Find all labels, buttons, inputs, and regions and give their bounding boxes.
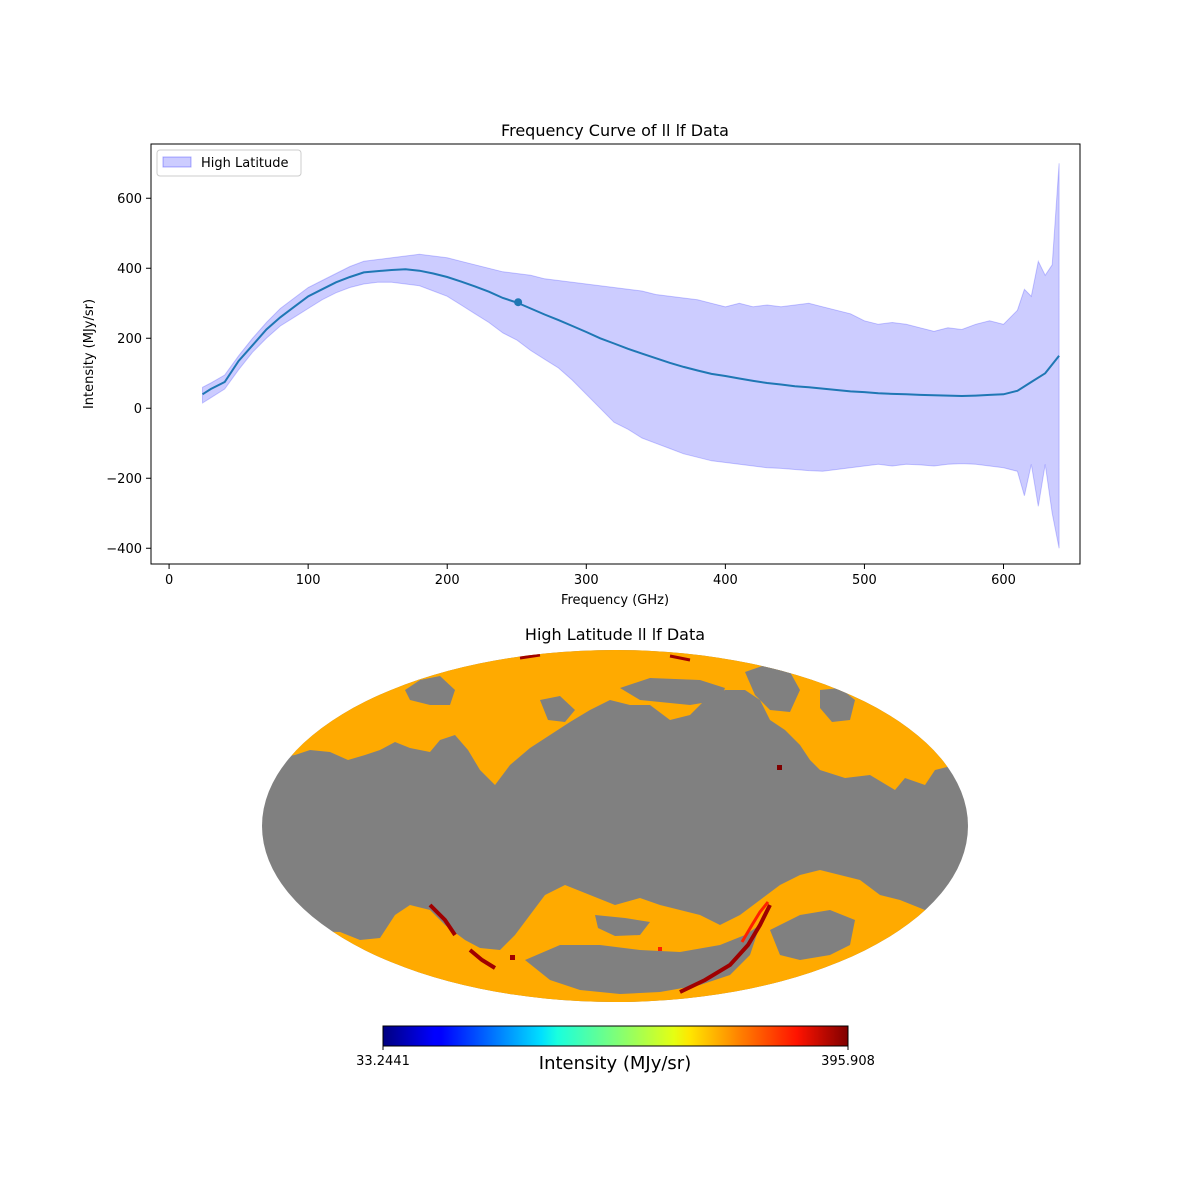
x-axis-label: Frequency (GHz) [561,593,669,608]
colorbar-min-label: 33.2441 [356,1054,410,1069]
legend-frame [156,149,302,177]
hot-spot-2 [510,955,515,960]
high-latitude-band [202,163,1060,549]
y-tick-label: 400 [117,262,142,277]
south-gap-2 [770,910,855,960]
north-gap-3 [745,665,800,712]
y-tick-label: 600 [117,192,142,207]
x-tick-label: 500 [852,573,877,588]
hot-spot-1 [777,765,782,770]
south-streak-3 [428,903,457,937]
south-streak-4 [468,948,497,970]
south-streak-2 [740,901,770,943]
legend-label: High Latitude [201,156,289,171]
mollweide-map [262,650,968,1002]
colorbar-label: Intensity (MJy/sr) [539,1053,691,1074]
south-gap-3 [595,915,650,936]
chart-title: Frequency Curve of ll lf Data [501,121,729,140]
map-title: High Latitude ll lf Data [525,625,705,644]
x-axis-ticks: 0 100 200 300 400 500 600 [165,564,1016,588]
highlight-point [514,298,523,307]
north-gap-4 [820,688,855,722]
y-tick-label: −200 [106,472,142,487]
south-gap-1 [525,925,760,994]
x-tick-label: 200 [435,573,460,588]
legend: High Latitude [156,149,302,177]
frequency-curve-chart: Frequency Curve of ll lf Data 0 100 200 300… [82,121,1081,608]
north-gap-2 [620,678,725,705]
mean-intensity-line [201,268,1060,398]
north-gap-1 [405,676,455,705]
plot-area-frame [150,143,1081,565]
x-tick-label: 600 [991,573,1016,588]
x-tick-label: 100 [296,573,321,588]
x-tick-label: 0 [165,573,173,588]
north-streak-2 [669,654,691,662]
legend-swatch [162,156,192,168]
colorbar-max-label: 395.908 [821,1054,875,1069]
y-tick-label: 0 [134,402,142,417]
south-streak-1 [679,904,772,994]
north-streak-1 [519,653,541,660]
y-axis-ticks: −400 −200 0 200 400 600 [106,192,151,557]
y-tick-label: 200 [117,332,142,347]
sky-map-chart: High Latitude ll lf Data [262,625,968,1074]
colorbar: 33.2441 395.908 Intensity (MJy/sr) [356,1025,875,1074]
x-tick-label: 400 [713,573,738,588]
colorbar-gradient [382,1025,849,1047]
x-tick-label: 300 [574,573,599,588]
y-axis-label: Intensity (MJy/sr) [82,299,97,409]
hot-spot-3 [658,947,662,951]
north-gap-5 [540,696,575,722]
y-tick-label: −400 [106,542,142,557]
